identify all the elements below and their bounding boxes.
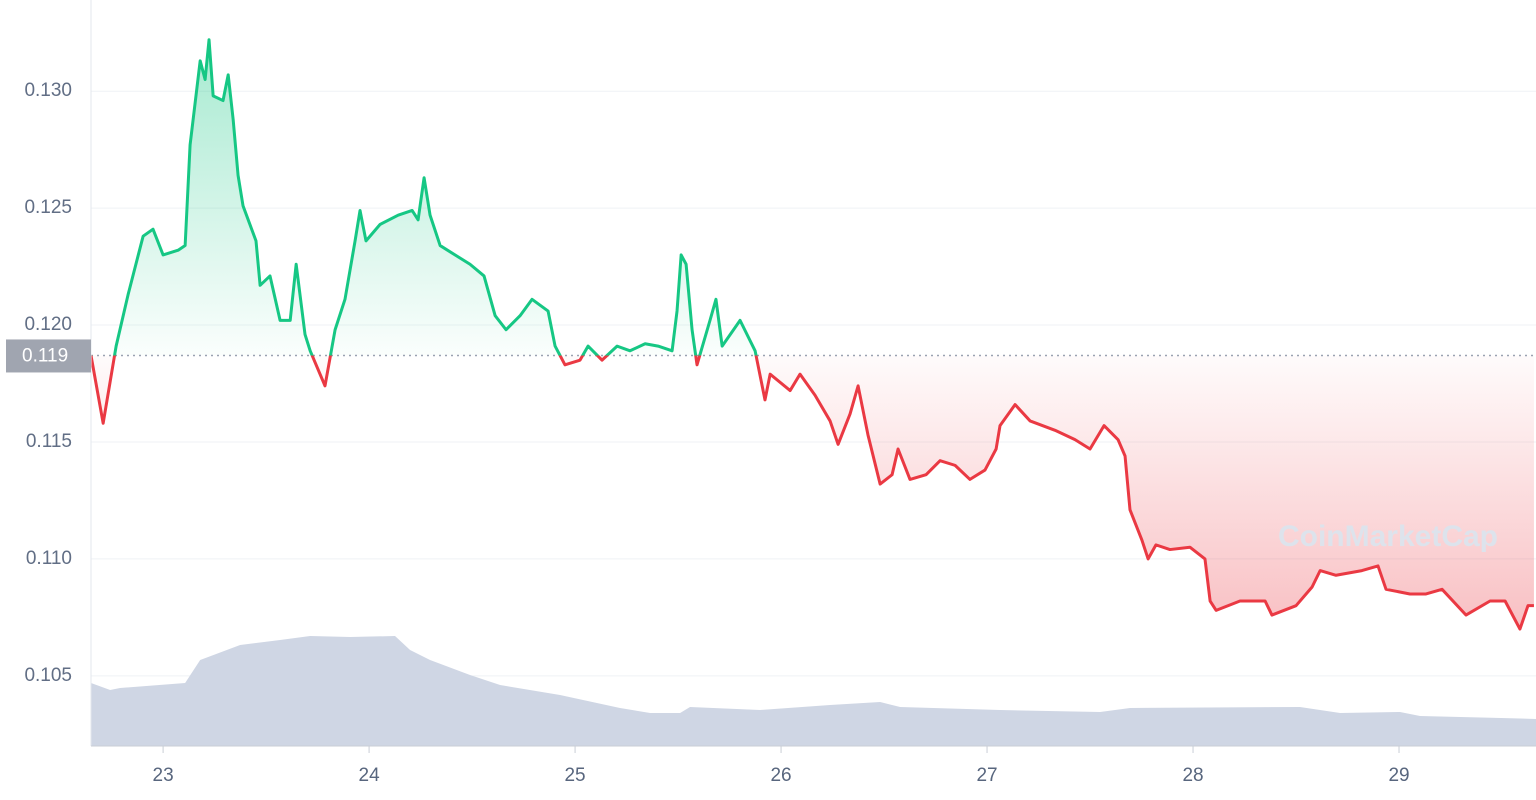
baseline-label: 0.119 — [22, 345, 68, 366]
x-tick-label: 27 — [976, 765, 997, 786]
x-tick-label: 28 — [1182, 765, 1203, 786]
x-tick-label: 25 — [564, 765, 585, 786]
y-tick-label: 0.125 — [24, 197, 72, 218]
y-tick-label: 0.130 — [24, 80, 72, 101]
x-tick-label: 26 — [770, 765, 791, 786]
watermark: CoinMarketCap — [1278, 520, 1498, 553]
price-line-up — [91, 38, 758, 356]
y-tick-label: 0.110 — [26, 548, 72, 569]
y-tick-label: 0.105 — [24, 665, 72, 686]
x-tick-label: 29 — [1388, 765, 1409, 786]
x-tick-label: 24 — [359, 765, 381, 786]
price-line-down — [89, 355, 1534, 631]
area-up — [114, 39, 757, 356]
baseline-label-box — [6, 339, 91, 373]
area-down — [91, 355, 1534, 630]
y-tick-label: 0.120 — [24, 314, 72, 335]
volume-area — [91, 636, 1536, 746]
y-tick-label: 0.115 — [26, 431, 72, 452]
x-tick-label: 23 — [153, 765, 174, 786]
